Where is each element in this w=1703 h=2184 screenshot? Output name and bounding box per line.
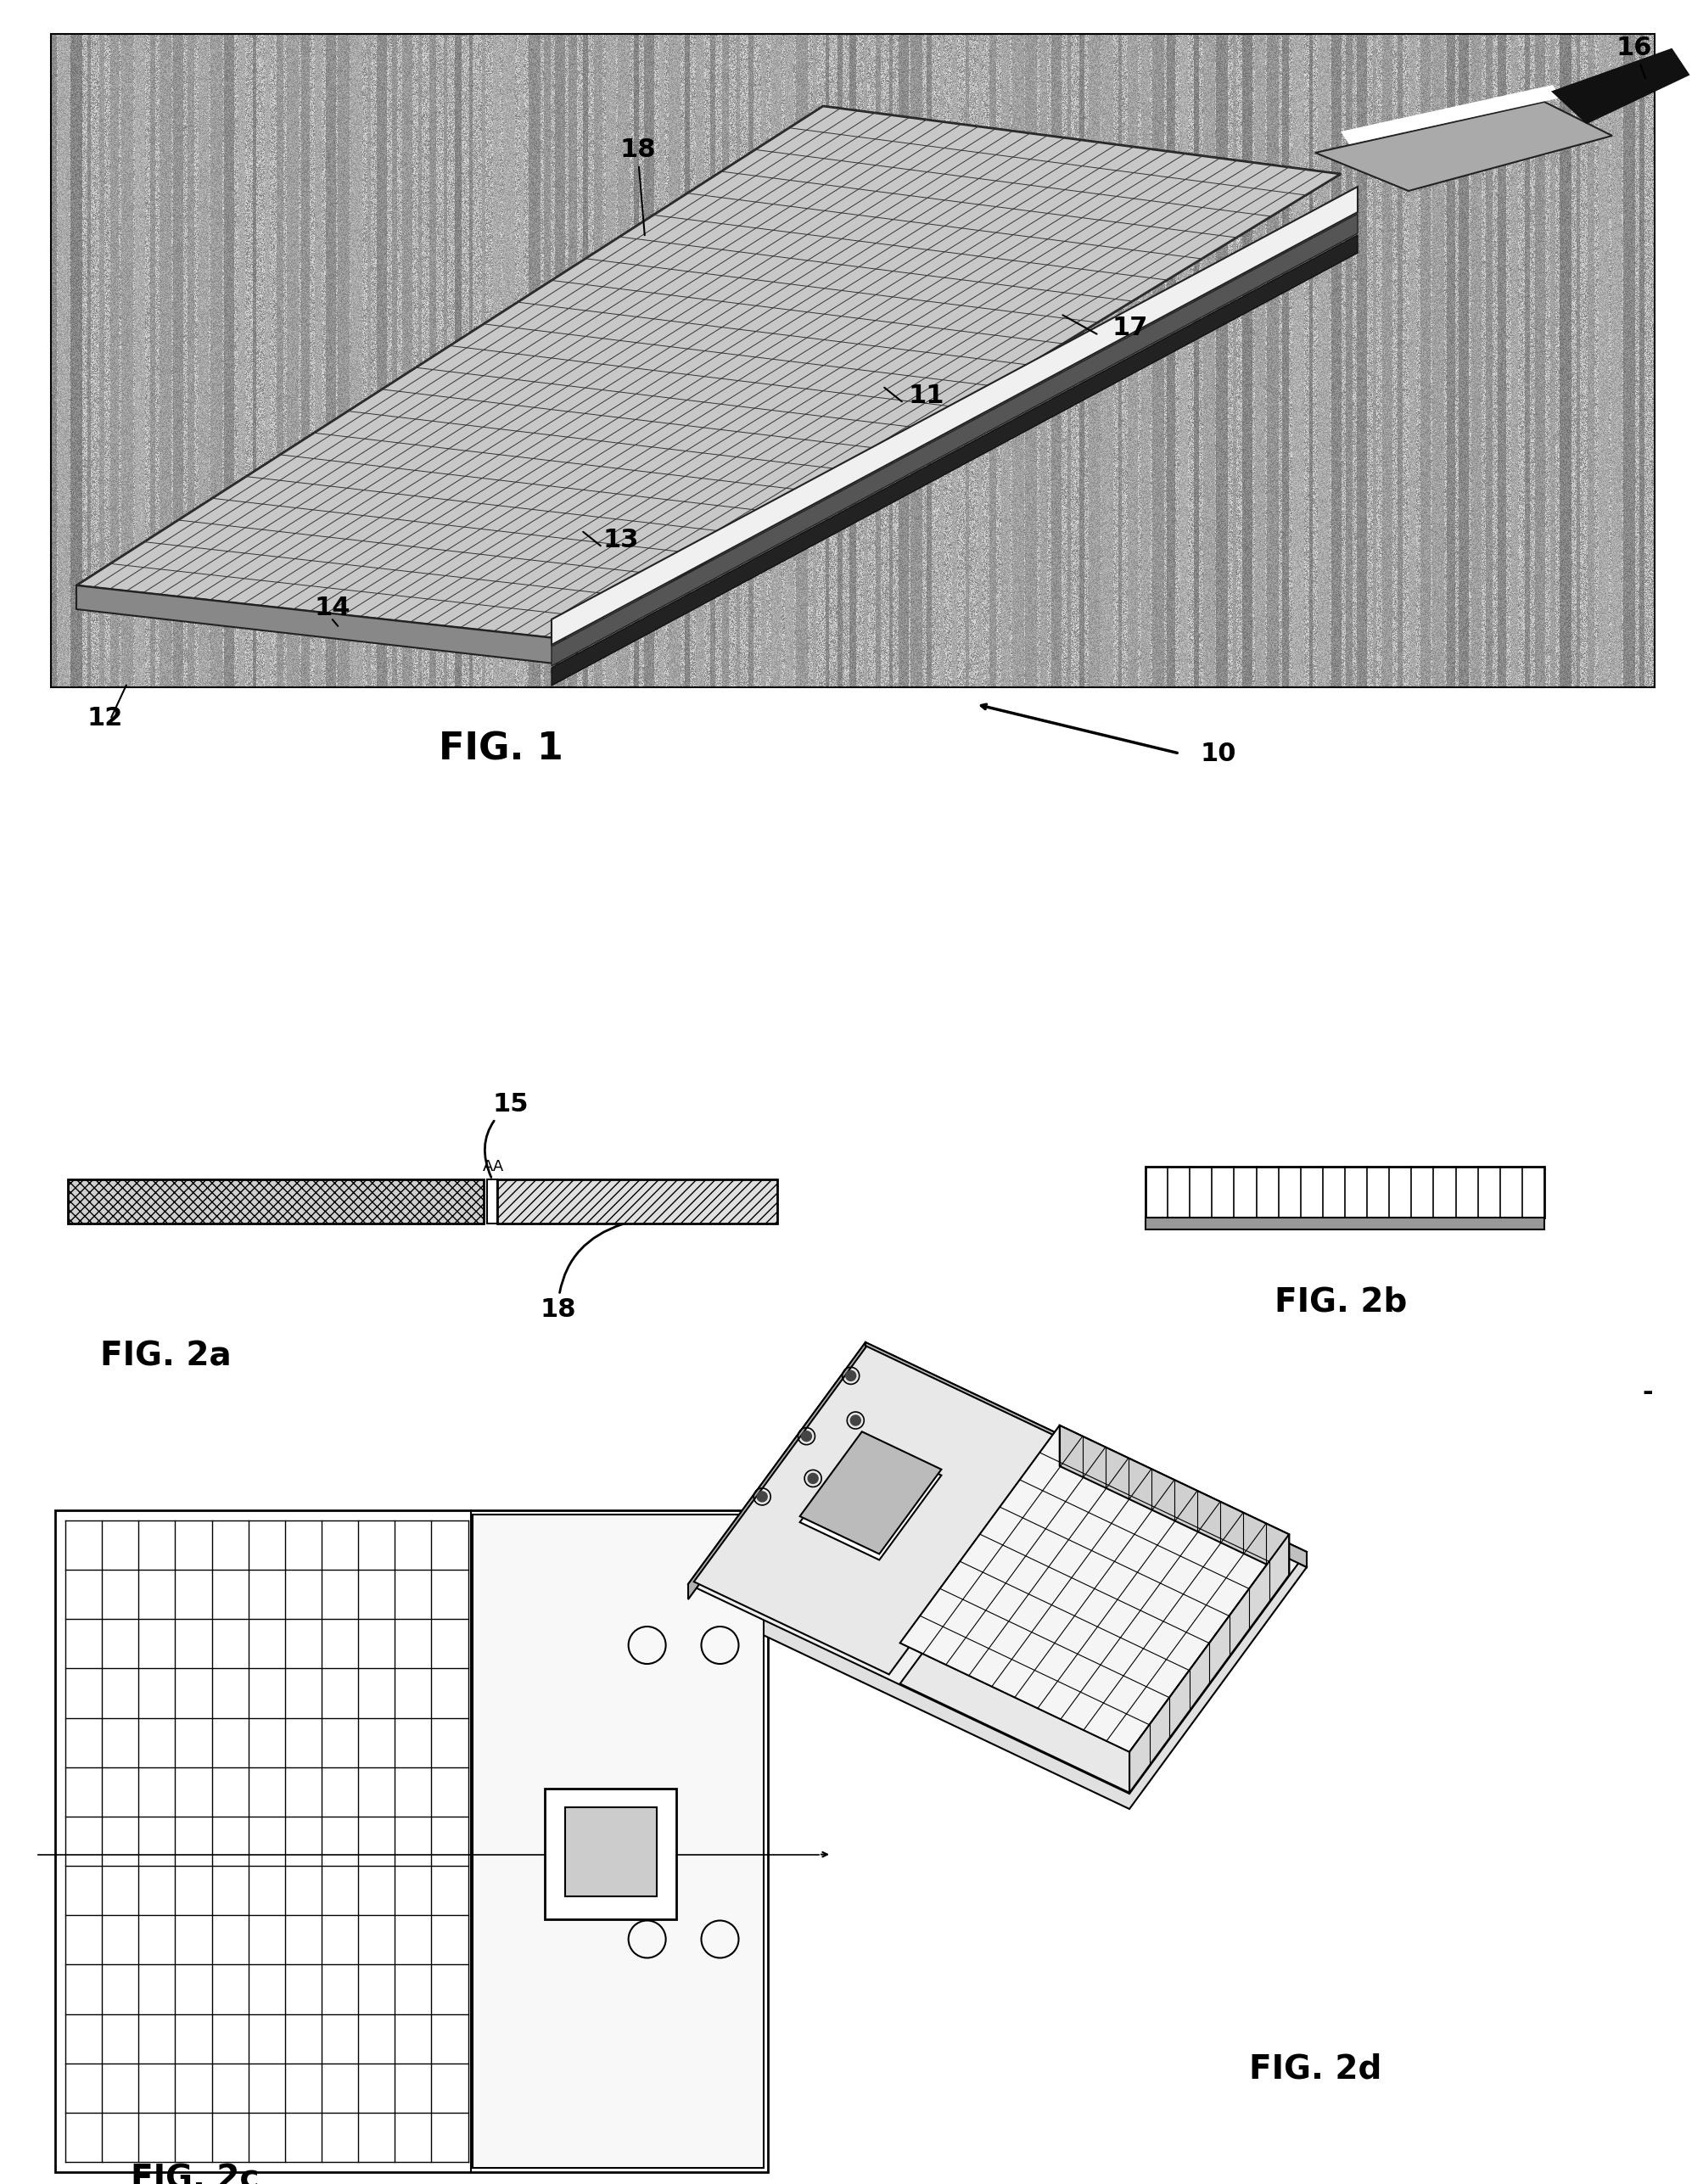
Circle shape <box>850 1415 860 1426</box>
Bar <box>68 1179 484 1223</box>
Text: FIG. 2a: FIG. 2a <box>100 1341 232 1374</box>
Polygon shape <box>1340 85 1562 144</box>
Circle shape <box>807 1474 817 1483</box>
Polygon shape <box>899 1426 1289 1752</box>
Text: -: - <box>1642 1380 1652 1404</box>
Text: 12: 12 <box>87 705 123 729</box>
Bar <box>545 1789 676 1920</box>
Text: 10: 10 <box>1201 743 1236 767</box>
Bar <box>1146 1216 1545 1230</box>
Bar <box>1146 1166 1545 1216</box>
Bar <box>472 1514 763 2169</box>
Polygon shape <box>77 107 1340 640</box>
Text: 17: 17 <box>1112 317 1148 341</box>
Polygon shape <box>688 1343 1306 1793</box>
Text: 18: 18 <box>620 138 656 236</box>
Text: 16: 16 <box>1616 35 1652 79</box>
Bar <box>54 1511 768 2173</box>
Polygon shape <box>693 1345 1061 1675</box>
Polygon shape <box>1553 50 1689 122</box>
Text: AA: AA <box>484 1160 504 1175</box>
Text: FIG. 2b: FIG. 2b <box>1274 1286 1407 1317</box>
Bar <box>497 1179 777 1223</box>
Polygon shape <box>688 1358 1306 1808</box>
Text: FIG. 1: FIG. 1 <box>438 729 564 767</box>
Polygon shape <box>800 1437 942 1559</box>
Polygon shape <box>688 1343 865 1599</box>
Bar <box>68 1179 484 1223</box>
Polygon shape <box>1059 1426 1289 1575</box>
Polygon shape <box>899 1465 1289 1793</box>
Polygon shape <box>552 186 1357 644</box>
Text: FIG. 2d: FIG. 2d <box>1248 2053 1381 2086</box>
Text: 15: 15 <box>485 1092 528 1177</box>
Bar <box>487 1179 497 1223</box>
Polygon shape <box>1315 103 1613 190</box>
Circle shape <box>846 1372 857 1380</box>
Bar <box>51 35 1655 688</box>
Text: 14: 14 <box>313 596 351 620</box>
Polygon shape <box>77 585 577 666</box>
Text: 13: 13 <box>603 529 639 553</box>
Polygon shape <box>1129 1535 1289 1793</box>
Text: 18: 18 <box>540 1225 622 1321</box>
Polygon shape <box>552 214 1357 666</box>
Bar <box>565 1806 657 1896</box>
Text: 11: 11 <box>908 384 943 408</box>
Circle shape <box>758 1492 768 1503</box>
Circle shape <box>802 1431 812 1441</box>
Bar <box>497 1179 777 1223</box>
Polygon shape <box>552 236 1357 686</box>
Polygon shape <box>800 1433 942 1555</box>
Text: FIG. 2c: FIG. 2c <box>131 2164 259 2184</box>
Polygon shape <box>865 1343 1306 1568</box>
